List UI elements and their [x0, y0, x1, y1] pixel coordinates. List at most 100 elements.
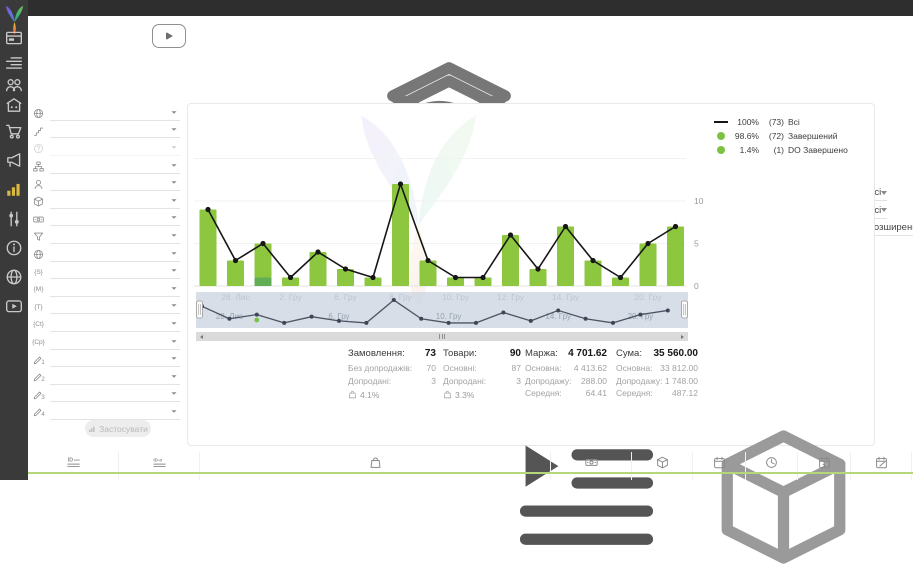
custom-field-4-select[interactable] [50, 406, 180, 420]
sidebar-item-video-tutorials[interactable] [5, 297, 23, 315]
users-icon [5, 76, 23, 94]
calendar-icon [713, 456, 726, 469]
utm-content-select[interactable] [50, 318, 180, 332]
detailed-list-view-button[interactable] [496, 422, 677, 572]
brush-handle-left[interactable] [196, 300, 203, 319]
sidebar-item-clients[interactable] [5, 76, 23, 94]
store-icon [5, 96, 23, 114]
utm-campaign-select[interactable] [50, 336, 180, 350]
sidebar-item-settings[interactable] [5, 210, 23, 228]
order-sum-column-header[interactable] [551, 452, 632, 472]
apply-button[interactable]: Застосувати [85, 420, 151, 437]
chart-brush[interactable]: 28. Лис 6. Гру 10. Гру 14. Гру 20. Гру [196, 292, 688, 330]
site-select[interactable] [50, 248, 180, 262]
chevron-down-icon [171, 181, 177, 184]
filter-row-custom-field-2: 2 [32, 369, 180, 387]
sidebar-item-store[interactable] [5, 96, 23, 114]
legend-item-do-completed[interactable]: 1.4% (1) DO Завершено [712, 143, 864, 157]
sidebar-item-marketing[interactable] [5, 151, 23, 169]
filter-row-custom-field-1: 1 [32, 351, 180, 369]
filter-row-payment [32, 211, 180, 229]
stat-sum-row: Середня: 487.12 [616, 388, 698, 398]
funnel-icon [33, 231, 44, 242]
stat-orders-row: Допродані: 3 [348, 375, 436, 386]
date-created-column-header[interactable] [693, 452, 746, 472]
legend-item-completed[interactable]: 98.6% (72) Завершений [712, 129, 864, 143]
utm-content-icon: {Ct} [33, 321, 44, 329]
filter-row-utm-medium: {M} [32, 281, 180, 299]
chart-icon [5, 180, 23, 198]
custom-field-1-select[interactable] [50, 353, 180, 368]
globe-icon [33, 108, 44, 119]
legend-item-all[interactable]: 100% (73) Всі [712, 115, 864, 129]
products-column-header[interactable] [200, 452, 551, 472]
chevron-down-icon [171, 111, 177, 114]
date-updated-column-header[interactable] [851, 452, 912, 472]
custom-field-2-select[interactable] [50, 371, 180, 385]
external-id-column-header[interactable] [119, 452, 200, 472]
unknown-select [50, 142, 180, 156]
sidebar [0, 0, 28, 480]
sidebar-item-dashboard[interactable] [5, 29, 23, 47]
date-shipped-column-header[interactable] [798, 452, 851, 472]
stat-margin-row: Середня: 64.41 [525, 388, 607, 398]
cube-icon [656, 456, 669, 469]
order-id-column-header[interactable] [28, 452, 119, 472]
product-select[interactable] [50, 195, 180, 209]
brush-handle-right[interactable] [681, 300, 688, 319]
sidebar-item-purchases[interactable] [5, 122, 23, 140]
scroll-right-button[interactable] [677, 332, 688, 341]
dot-swatch [712, 146, 729, 154]
megaphone-icon [5, 151, 23, 169]
manager-select[interactable] [50, 177, 180, 192]
sidebar-item-orders[interactable] [5, 54, 23, 72]
custom-field-3-select[interactable] [50, 388, 180, 403]
svg-text:28. Лис: 28. Лис [216, 312, 243, 321]
stat-orders-row: Без допродажів: 70 [348, 363, 436, 373]
structure-select[interactable] [50, 160, 180, 174]
items-count-column-header[interactable] [632, 452, 693, 472]
time-column-header[interactable] [746, 452, 798, 472]
sidebar-item-website[interactable] [5, 268, 23, 286]
chevron-down-icon [171, 163, 177, 167]
utm-medium-select[interactable] [50, 283, 180, 297]
banknote-icon [585, 456, 598, 469]
svg-text:0: 0 [694, 281, 699, 291]
chart-icon [88, 425, 96, 433]
calendar-edit-icon [875, 456, 888, 469]
filter-row-utm-content: {Ct} [32, 316, 180, 334]
payment-select[interactable] [50, 212, 180, 227]
country-select[interactable] [50, 107, 180, 121]
chevron-down-icon [171, 128, 177, 132]
video-tour-button[interactable] [152, 24, 186, 48]
utm-source-select[interactable] [50, 265, 180, 280]
stages-icon [33, 126, 44, 137]
line-swatch [712, 121, 729, 123]
stat-products-header: Товари: 90 [443, 348, 521, 359]
sub-index: 3 [41, 394, 45, 401]
funnel-select[interactable] [50, 230, 180, 244]
sales-stage-select[interactable] [50, 124, 180, 139]
scrollbar-track[interactable] [207, 332, 677, 341]
utm-term-select[interactable] [50, 300, 180, 315]
orders-table-row-start [28, 474, 913, 480]
products-view-button[interactable] [693, 422, 874, 572]
video-icon [5, 297, 23, 315]
stat-sum: Сума: 35 560.00 Основна: 33 812.00 Допродажу… [616, 348, 698, 401]
sidebar-item-analytics[interactable] [5, 180, 23, 198]
stat-orders-upsell-percent: 4.1% [348, 388, 436, 401]
stat-margin-header: Маржа: 4 701.62 [525, 348, 607, 359]
globe-icon [33, 249, 44, 260]
scroll-left-button[interactable] [196, 332, 207, 341]
sidebar-item-info[interactable] [5, 239, 23, 257]
calendar-up-icon [818, 456, 831, 469]
search-mode-select[interactable]: Розширений [868, 220, 913, 236]
horizontal-scrollbar[interactable] [196, 332, 688, 341]
chevron-down-icon [171, 392, 177, 396]
chevron-down-icon [881, 190, 888, 195]
stat-margin-row: Допродажу: 288.00 [525, 375, 607, 386]
bag-icon [369, 456, 382, 469]
stat-sum-row: Основна: 33 812.00 [616, 363, 698, 373]
globe-icon [5, 268, 23, 286]
